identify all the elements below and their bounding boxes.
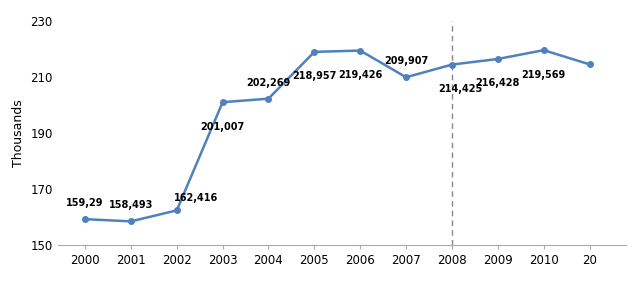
Text: 219,569: 219,569 [521,70,566,80]
Text: 214,425: 214,425 [438,84,482,94]
Text: 158,493: 158,493 [109,200,153,210]
Text: 201,007: 201,007 [201,122,245,132]
Text: 159,29: 159,29 [66,198,104,208]
Text: 219,426: 219,426 [338,70,382,80]
Text: 218,957: 218,957 [292,71,337,81]
Text: 216,428: 216,428 [475,78,520,89]
Text: 202,269: 202,269 [247,77,291,88]
Y-axis label: Thousands: Thousands [12,99,25,167]
Text: 162,416: 162,416 [174,193,219,203]
Text: 209,907: 209,907 [384,56,428,66]
